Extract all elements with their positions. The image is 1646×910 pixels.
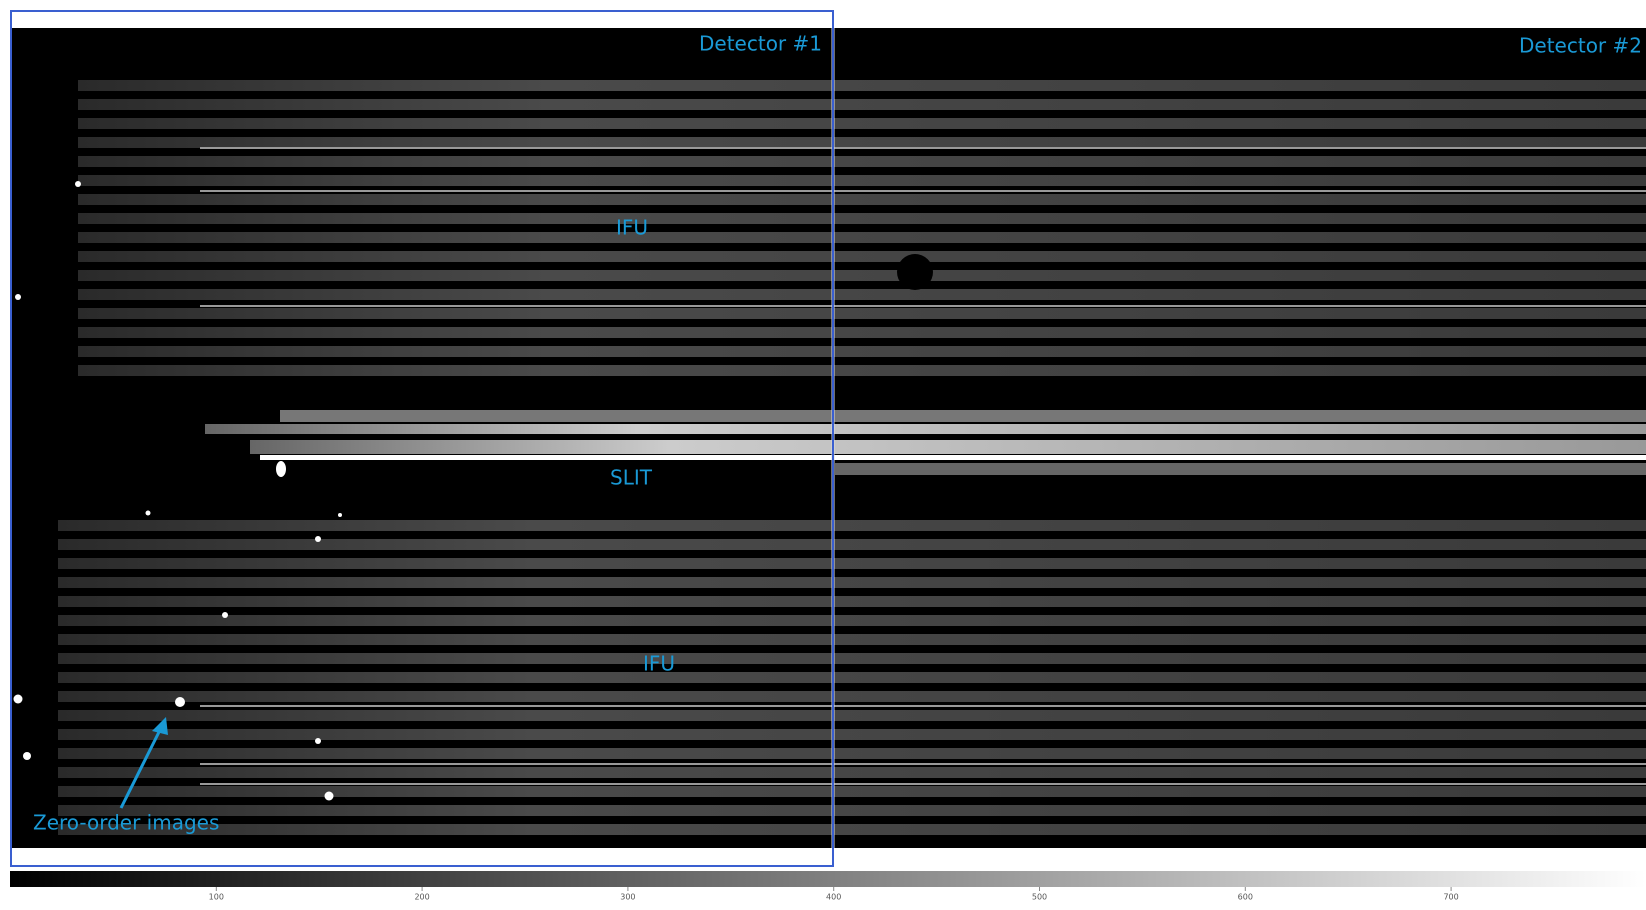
detector-label: Detector #2 bbox=[1519, 34, 1642, 58]
annotation: Zero-order images bbox=[33, 811, 219, 835]
ifu-slice bbox=[58, 558, 1646, 569]
ifu-slice bbox=[78, 251, 1646, 262]
detector-image bbox=[10, 28, 1646, 848]
ifu-slice bbox=[78, 137, 1646, 148]
ifu-slice bbox=[58, 824, 1646, 835]
ifu-slice bbox=[58, 577, 1646, 588]
ifu-slice bbox=[58, 729, 1646, 740]
ifu-slice bbox=[58, 653, 1646, 664]
ifu-slice bbox=[58, 786, 1646, 797]
ifu-slice bbox=[78, 213, 1646, 224]
slit-trace bbox=[835, 463, 1646, 475]
ifu-slice bbox=[58, 748, 1646, 759]
bright-line bbox=[200, 763, 1646, 765]
colorbar-tick-label: 500 bbox=[1032, 893, 1047, 902]
ifu-slice bbox=[58, 520, 1646, 531]
ifu-slice bbox=[58, 672, 1646, 683]
bright-line bbox=[200, 190, 1646, 192]
region-label: IFU bbox=[643, 652, 675, 676]
region-label: IFU bbox=[616, 216, 648, 240]
bright-line bbox=[200, 305, 1646, 307]
ifu-slice bbox=[78, 270, 1646, 281]
page: {"image": {"detectors": ["Detector #1", … bbox=[0, 0, 1646, 910]
slit-trace bbox=[205, 424, 1646, 434]
ifu-slice bbox=[58, 615, 1646, 626]
ifu-slice bbox=[58, 767, 1646, 778]
colorbar-tick-label: 300 bbox=[620, 893, 635, 902]
image-viewer: Detector #1 Detector #2 IFU SLIT IFU Zer… bbox=[0, 0, 1646, 910]
colorbar-tick-label: 700 bbox=[1443, 893, 1458, 902]
ifu-slice bbox=[78, 289, 1646, 300]
ifu-slice bbox=[78, 80, 1646, 91]
slit-trace bbox=[250, 440, 1646, 454]
detector-label: Detector #1 bbox=[699, 32, 822, 56]
ifu-slice bbox=[78, 365, 1646, 376]
ifu-slice bbox=[58, 596, 1646, 607]
ifu-slice bbox=[58, 634, 1646, 645]
bright-line bbox=[200, 705, 1646, 707]
colorbar-ticks: 100 200 300 400 500 600 700 bbox=[209, 887, 1459, 902]
ifu-slice bbox=[78, 194, 1646, 205]
bright-line bbox=[200, 147, 1646, 149]
colorbar-tick-label: 400 bbox=[826, 893, 841, 902]
slit-trace bbox=[260, 455, 1646, 460]
colorbar-tick-label: 200 bbox=[414, 893, 429, 902]
dark-spot bbox=[897, 254, 933, 290]
ifu-slice bbox=[78, 327, 1646, 338]
region-label: SLIT bbox=[610, 466, 653, 490]
ifu-slice bbox=[78, 99, 1646, 110]
ifu-slice bbox=[78, 308, 1646, 319]
slit-trace bbox=[280, 410, 1646, 422]
ifu-slice bbox=[58, 691, 1646, 702]
ifu-slice bbox=[58, 805, 1646, 816]
ifu-slice bbox=[78, 346, 1646, 357]
ifu-slice bbox=[78, 156, 1646, 167]
colorbar-tick-label: 100 bbox=[209, 893, 224, 902]
ifu-slice bbox=[78, 175, 1646, 186]
bright-line bbox=[200, 783, 1646, 785]
ifu-slice bbox=[78, 232, 1646, 243]
colorbar bbox=[10, 871, 1646, 887]
ifu-slice bbox=[58, 710, 1646, 721]
ifu-slice bbox=[58, 539, 1646, 550]
colorbar-tick-label: 600 bbox=[1238, 893, 1253, 902]
ifu-slice bbox=[78, 118, 1646, 129]
